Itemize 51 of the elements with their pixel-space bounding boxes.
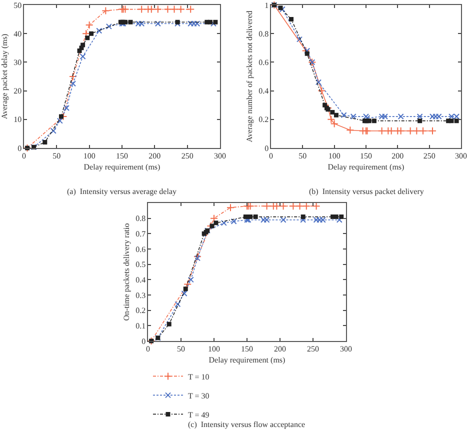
x-tick-label: 250 [423,151,436,160]
y-tick-label: 0.2 [258,115,269,124]
text: (b) Intensity versus packet delivery [309,187,424,196]
y-tick-label: 0 [264,144,269,153]
y-tick-label: 0.3 [136,290,146,300]
x-tick-label: 200 [274,344,286,354]
legend-label: T = 49 [188,410,210,420]
y-tick-label: 0.1 [136,321,146,330]
x-tick-label: 100 [208,344,220,354]
x-tick-label: 50 [52,151,61,160]
y-tick-label: 0.5 [136,260,146,270]
y-tick-label: 0.7 [136,229,146,238]
legend-label: T = 30 [188,391,210,400]
x-axis-title: Delay requirement (ms) [328,162,405,172]
x-tick-label: 300 [340,344,352,354]
x-tick-label: 150 [241,344,253,354]
x-tick-label: 100 [83,151,96,160]
y-tick-label: 0 [18,144,22,153]
x-tick-label: 300 [214,151,226,160]
x-axis-title: Delay requirement (ms) [208,356,286,365]
x-tick-label: 250 [307,344,319,354]
y-axis-title: On-time packets delivery ratio [122,223,132,321]
x-tick-label: 200 [148,151,161,160]
legend-label: T = 10 [188,372,210,382]
y-tick-label: 10 [14,115,22,124]
x-tick-label: 50 [298,151,307,160]
y-tick-label: 20 [14,86,22,96]
x-axis-title: Delay requirement (ms) [84,162,161,172]
y-tick-label: 0.6 [258,58,269,67]
x-tick-label: 300 [455,151,467,160]
x-tick-label: 50 [177,344,185,354]
y-tick-label: 0.8 [258,29,269,38]
text: (c) Intensity versus flow acceptance [188,420,306,429]
y-tick-label: 50 [14,0,22,10]
y-tick-label: 0.2 [136,306,146,316]
x-tick-label: 250 [181,151,194,160]
y-tick-label: 0.8 [136,214,146,224]
x-tick-label: 100 [328,151,340,160]
x-tick-label: 150 [360,151,372,160]
y-axis-title: Average number of packets not delivered [245,10,254,142]
y-tick-label: 0.6 [136,244,146,254]
y-tick-label: 30 [14,58,22,67]
y-tick-label: 0.4 [258,86,269,96]
x-tick-label: 150 [116,151,128,160]
y-tick-label: 0 [142,336,146,346]
y-tick-label: 40 [14,29,22,38]
y-tick-label: 1 [264,0,269,10]
x-tick-label: 200 [392,151,404,160]
y-tick-label: 0.4 [136,275,146,284]
text: (a) Intensity versus average delay [67,187,177,196]
y-axis-title: Average packet delay (ms) [0,33,10,120]
